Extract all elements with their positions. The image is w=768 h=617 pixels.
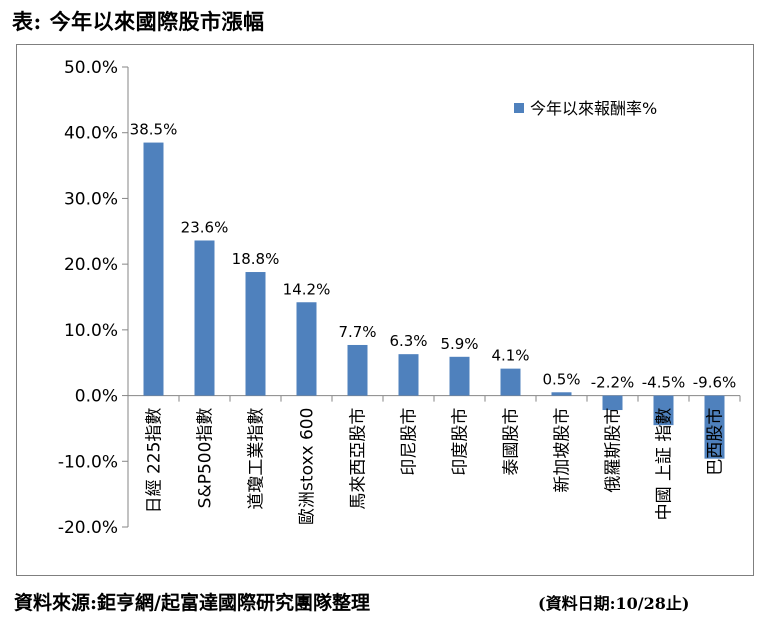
- data-label: 23.6%: [181, 218, 229, 236]
- bar: [245, 272, 266, 396]
- data-source-note: 資料來源:鉅亨網/起富達國際研究團隊整理: [14, 592, 370, 614]
- bar: [653, 395, 674, 426]
- y-tick-label: 50.0%: [64, 58, 118, 78]
- category-label: 俄羅斯股市: [604, 408, 624, 493]
- bar: [296, 302, 317, 396]
- data-label: 38.5%: [130, 121, 178, 139]
- data-label: 4.1%: [491, 347, 529, 365]
- data-label: 0.5%: [542, 370, 580, 388]
- chart-frame: [16, 44, 754, 576]
- bar: [194, 240, 215, 396]
- legend-swatch: [514, 103, 524, 113]
- category-label: 巴西股市: [706, 408, 726, 476]
- bar: [551, 392, 572, 396]
- category-label: 印尼股市: [400, 408, 420, 476]
- y-tick-label: -20.0%: [58, 518, 118, 538]
- data-date-note: (資料日期:10/28止): [538, 594, 690, 613]
- bar: [500, 368, 521, 396]
- y-tick-label: 40.0%: [64, 124, 118, 144]
- category-label: S&P500指數: [196, 408, 216, 509]
- y-tick-label: 30.0%: [64, 189, 118, 209]
- data-label: 6.3%: [389, 332, 427, 350]
- y-tick-label: 20.0%: [64, 255, 118, 275]
- data-label: 5.9%: [440, 335, 478, 353]
- category-label: 泰國股市: [502, 408, 522, 476]
- data-label: 7.7%: [338, 323, 376, 341]
- category-label: 日經 225指數: [145, 408, 165, 514]
- category-label: 馬來西亞股市: [349, 408, 369, 510]
- bar: [602, 395, 623, 411]
- category-label: 中國 上証 指數: [655, 408, 675, 521]
- bar: [704, 395, 725, 459]
- data-label: 18.8%: [232, 250, 280, 268]
- category-label: 新加坡股市: [553, 408, 573, 493]
- bar: [449, 356, 470, 396]
- bar: [398, 354, 419, 396]
- category-label: 歐洲stoxx 600: [298, 408, 318, 525]
- category-label: 印度股市: [451, 408, 471, 476]
- legend-label: 今年以來報酬率%: [530, 99, 657, 118]
- y-tick-label: -10.0%: [58, 452, 118, 472]
- data-label: 14.2%: [283, 280, 331, 298]
- y-tick-label: 0.0%: [75, 387, 118, 407]
- data-label: -4.5%: [642, 374, 686, 392]
- y-tick-label: 10.0%: [64, 321, 118, 341]
- data-label: -9.6%: [693, 374, 737, 392]
- bar: [347, 344, 368, 396]
- chart-heading: 表: 今年以來國際股市漲幅: [12, 9, 265, 34]
- bar: [143, 142, 164, 396]
- category-label: 道瓊工業指數: [247, 408, 267, 510]
- data-label: -2.2%: [591, 374, 635, 392]
